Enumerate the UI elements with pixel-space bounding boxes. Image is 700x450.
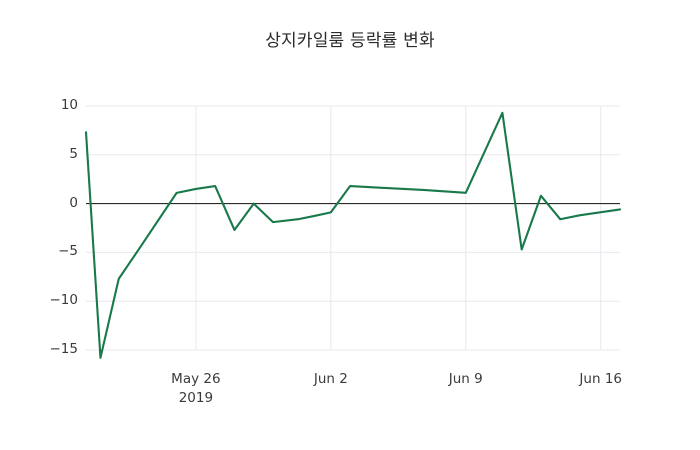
series-polyline (84, 111, 622, 359)
y-axis-tick-labels: 10 5 0 −5 −10 −15 (22, 0, 79, 450)
y-tick-label: 10 (60, 97, 78, 113)
chart-title: 상지카일룸 등락률 변화 (265, 31, 435, 51)
x-tick-label: Jun 16 (579, 371, 623, 387)
x-tick-label: May 26 2019 (171, 371, 221, 406)
y-tick-label: 0 (69, 194, 78, 211)
x-tick-label: Jun 2 (313, 371, 348, 387)
y-tick-label: −10 (49, 292, 79, 309)
y-tick-label: −15 (49, 341, 79, 357)
x-tick-label: Jun 9 (448, 371, 483, 387)
data-series-line (84, 111, 622, 359)
y-tick-label: 5 (69, 145, 78, 162)
y-tick-label: −5 (58, 243, 78, 260)
